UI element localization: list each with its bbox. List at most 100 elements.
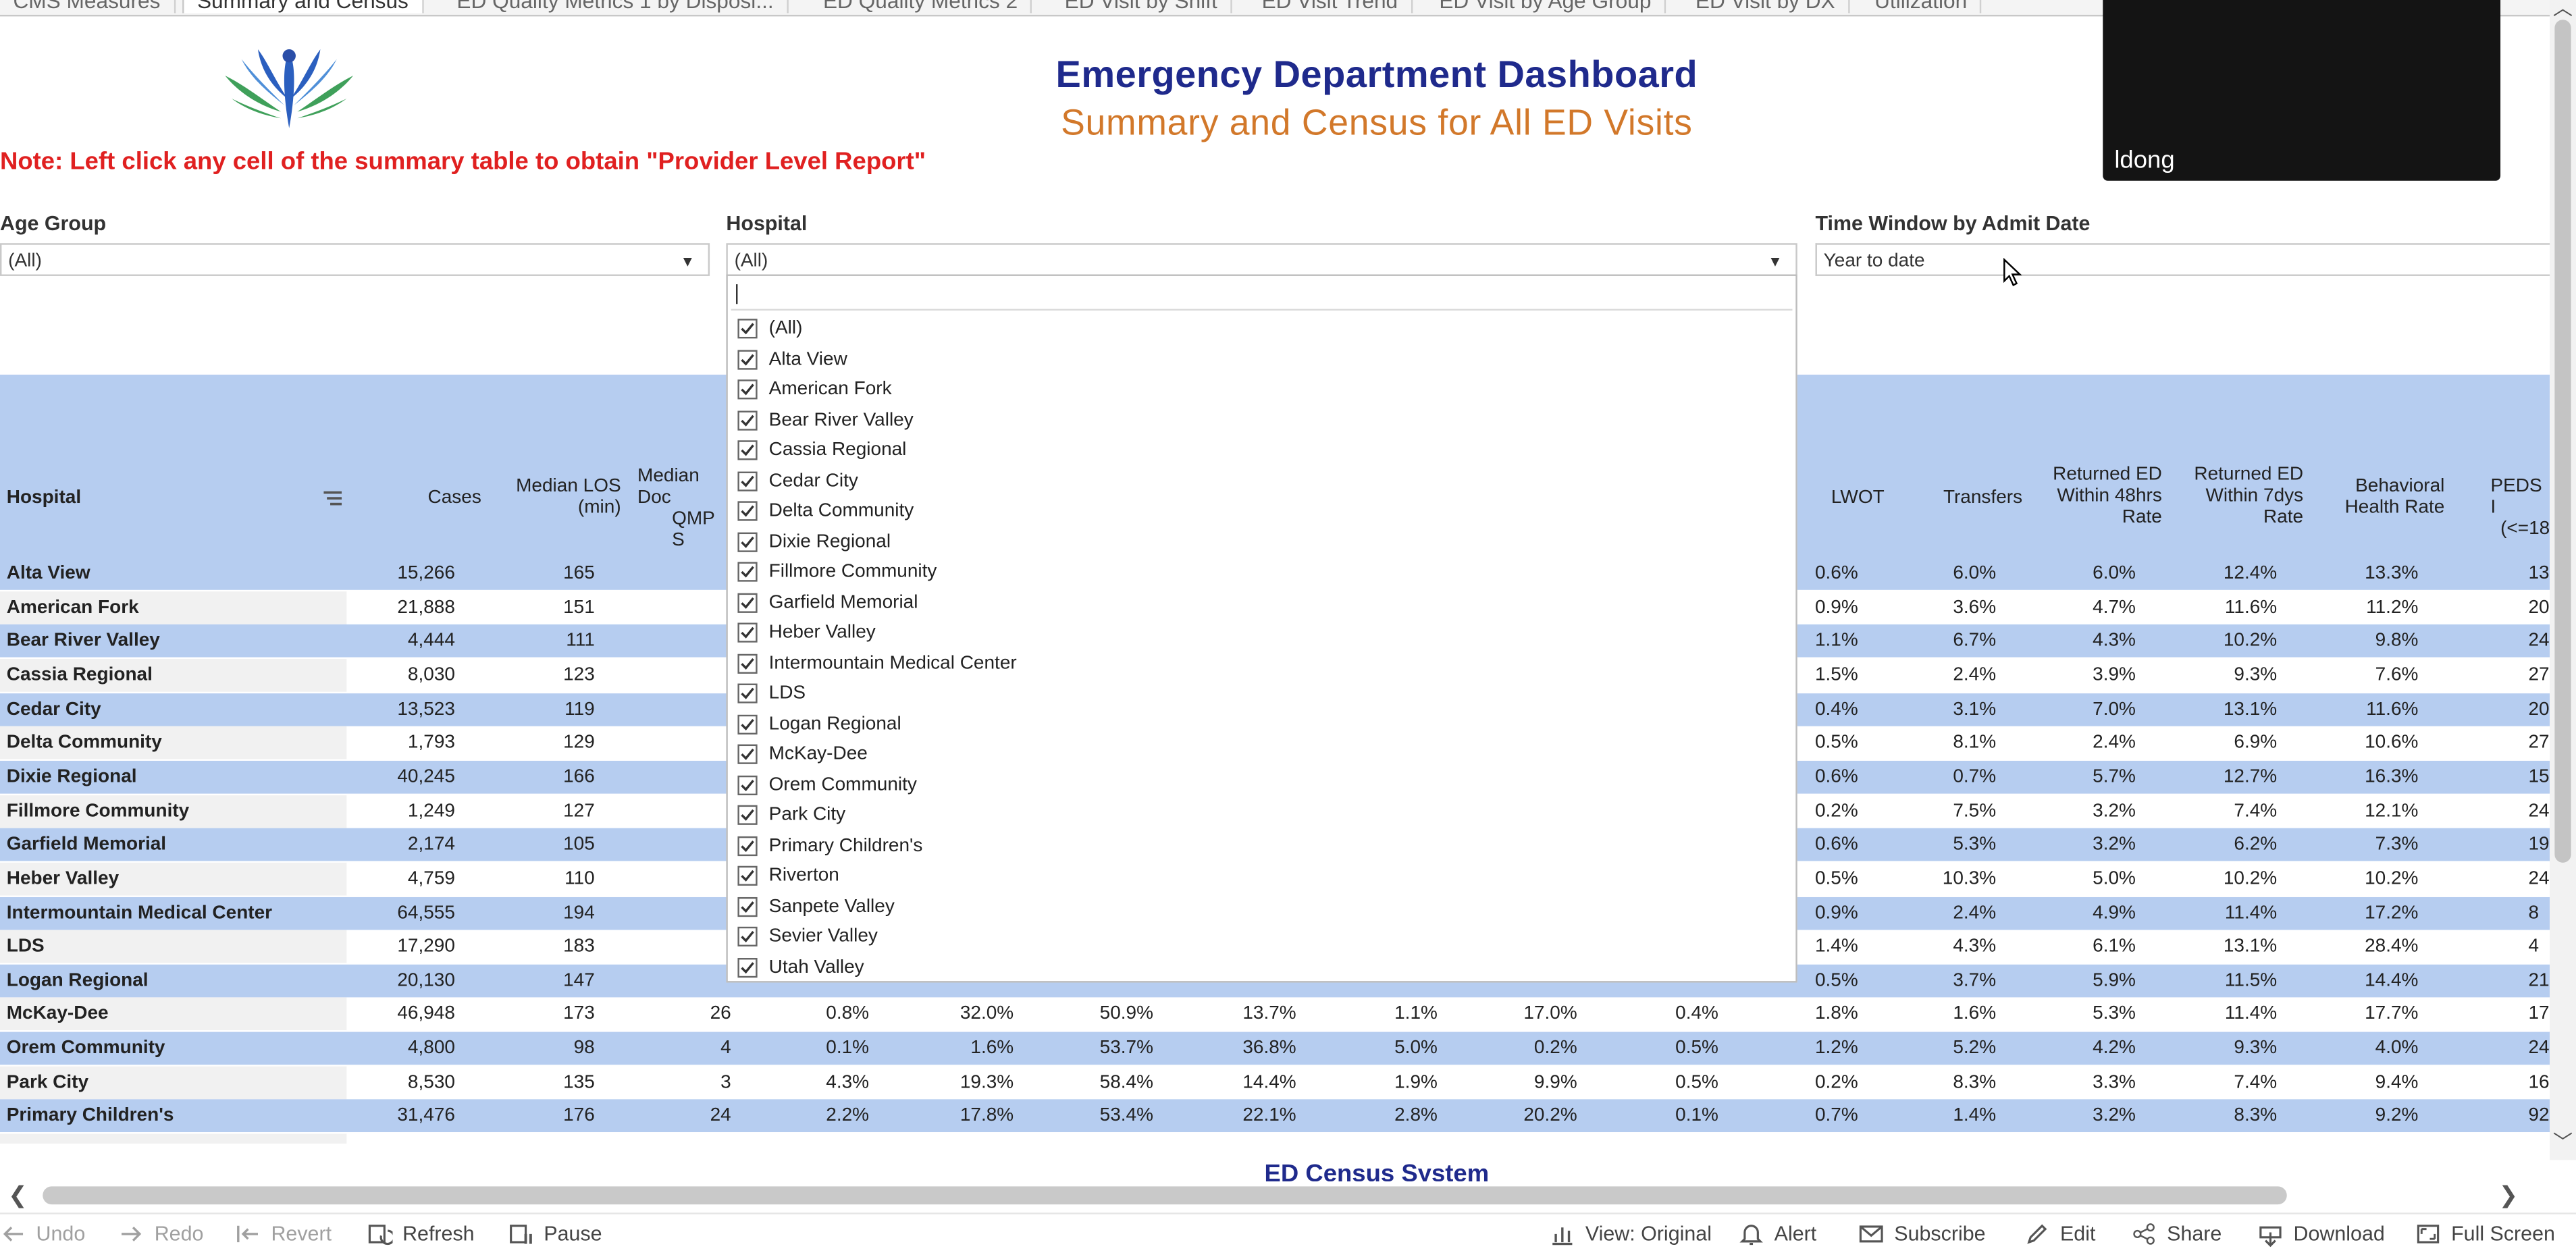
table-cell-cases[interactable]: 8,530 (407, 1072, 455, 1092)
dropdown-option[interactable]: Bear River Valley (735, 408, 1786, 435)
table-cell-r7[interactable]: 6.9% (2234, 733, 2278, 753)
table-cell-r48[interactable]: 3.2% (2093, 1106, 2136, 1127)
hospital-cell[interactable]: Heber Valley (0, 862, 347, 896)
table-cell-peds[interactable]: 20 (2528, 699, 2550, 720)
hospital-cell[interactable]: Bear River Valley (0, 625, 346, 658)
scroll-up-icon[interactable]: ︿ (2552, 0, 2573, 20)
dropdown-option[interactable]: Alta View (735, 348, 1786, 374)
checkbox[interactable] (737, 379, 758, 400)
table-cell-los[interactable]: 183 (563, 936, 595, 957)
table-cell-r48[interactable]: 6.1% (2093, 936, 2136, 957)
table-cell-peds[interactable]: 17 (2528, 1005, 2550, 1025)
table-cell-los[interactable]: 119 (564, 699, 595, 720)
checkbox[interactable] (737, 562, 758, 582)
checkbox[interactable] (737, 349, 758, 369)
table-cell-los[interactable]: 166 (563, 767, 595, 787)
vertical-scroll-thumb[interactable] (2554, 20, 2571, 863)
table-cell-transfers[interactable]: 3.6% (1953, 597, 1997, 618)
scroll-left-icon[interactable]: ❮ (8, 1181, 28, 1208)
table-cell-transfers[interactable]: 1.6% (1953, 1005, 1997, 1025)
table-cell-c9[interactable]: 1.9% (1394, 1072, 1438, 1092)
table-cell-lwot[interactable]: 0.4% (1814, 699, 1858, 720)
hospital-filter[interactable]: (All) ▼ (726, 243, 1797, 276)
table-cell-r7[interactable]: 13.1% (2223, 936, 2278, 957)
col-header-returned-48hrs[interactable]: Returned ED Within 48hrs Rate (2053, 465, 2162, 529)
table-cell-doc[interactable]: 4 (720, 1038, 731, 1059)
table-cell-cases[interactable]: 2,174 (407, 834, 455, 855)
table-cell-bh[interactable]: 4.0% (2375, 1038, 2419, 1059)
table-cell-cases[interactable]: 31,476 (397, 1106, 455, 1127)
dropdown-option[interactable]: Orem Community (735, 773, 1786, 799)
col-header-hospital[interactable]: Hospital (6, 487, 82, 508)
table-cell-c6[interactable]: 19.3% (960, 1072, 1014, 1092)
table-cell-c6[interactable]: 17.8% (960, 1106, 1014, 1127)
table-cell-r7[interactable]: 12.7% (2223, 767, 2278, 787)
table-cell-bh[interactable]: 11.6% (2366, 699, 2419, 720)
checkbox[interactable] (737, 471, 758, 491)
tab-ed-quality-metrics-2[interactable]: ED Quality Metrics 2 (810, 0, 1033, 14)
table-cell-peds[interactable]: 19 (2528, 834, 2550, 855)
table-cell-peds[interactable]: 24 (2528, 1038, 2550, 1059)
table-cell-c10[interactable]: 9.9% (1533, 1072, 1577, 1092)
sort-icon[interactable] (323, 489, 342, 508)
table-cell-lwot[interactable]: 0.2% (1814, 1072, 1858, 1092)
table-cell-doc[interactable]: 3 (720, 1072, 731, 1092)
checkbox[interactable] (737, 410, 758, 430)
participant-video-tile[interactable]: ldong (2103, 0, 2501, 181)
table-cell-c8[interactable]: 13.7% (1242, 1005, 1296, 1025)
table-cell-c11[interactable]: 0.5% (1675, 1072, 1718, 1092)
revert-button[interactable]: Revert (235, 1221, 332, 1247)
table-cell-c8[interactable]: 14.4% (1242, 1072, 1296, 1092)
table-cell-c6[interactable]: 32.0% (960, 1005, 1014, 1025)
col-header-lwot[interactable]: LWOT (1831, 487, 1885, 508)
checkbox[interactable] (737, 683, 758, 703)
tab-utilization[interactable]: Utilization (1862, 0, 1982, 14)
table-cell-transfers[interactable]: 5.3% (1953, 834, 1997, 855)
table-cell-bh[interactable]: 28.4% (2365, 936, 2419, 957)
table-cell-los[interactable]: 127 (563, 801, 595, 821)
checkbox[interactable] (737, 531, 758, 552)
table-cell-los[interactable]: 129 (563, 733, 595, 753)
table-cell-cases[interactable]: 4,444 (407, 631, 455, 651)
table-cell-r7[interactable]: 13.1% (2223, 699, 2278, 720)
dropdown-option[interactable]: Garfield Memorial (735, 591, 1786, 617)
checkbox[interactable] (737, 319, 758, 339)
table-cell-los[interactable]: 194 (563, 903, 595, 923)
table-cell-transfers[interactable]: 0.7% (1953, 767, 1997, 787)
table-cell-peds[interactable]: 20 (2528, 597, 2550, 618)
table-cell-c8[interactable]: 36.8% (1242, 1038, 1296, 1059)
dropdown-option[interactable]: (All) (735, 317, 1786, 344)
dropdown-option[interactable]: Cassia Regional (735, 439, 1786, 465)
table-cell-bh[interactable]: 9.4% (2375, 1072, 2419, 1092)
fullscreen-button[interactable]: Full Screen (2415, 1221, 2555, 1247)
table-cell-lwot[interactable]: 0.5% (1814, 970, 1858, 991)
table-cell-cases[interactable]: 1,793 (407, 733, 455, 753)
table-cell-c7[interactable]: 58.4% (1099, 1072, 1153, 1092)
table-cell-cases[interactable]: 17,290 (397, 936, 455, 957)
col-header-behavioral-health[interactable]: Behavioral Health Rate (2345, 477, 2445, 519)
table-cell-transfers[interactable]: 3.1% (1953, 699, 1997, 720)
table-cell-transfers[interactable]: 1.4% (1953, 1106, 1997, 1127)
table-cell-r48[interactable]: 3.2% (2093, 834, 2136, 855)
dropdown-option[interactable]: Delta Community (735, 500, 1786, 526)
table-cell-bh[interactable]: 9.8% (2375, 631, 2419, 651)
dropdown-option[interactable]: Riverton (735, 864, 1786, 890)
checkbox[interactable] (737, 592, 758, 612)
dropdown-option[interactable]: Fillmore Community (735, 560, 1786, 587)
subscribe-button[interactable]: Subscribe (1858, 1221, 1986, 1247)
col-header-median-los[interactable]: Median LOS (min) (516, 477, 621, 519)
dropdown-option[interactable]: Intermountain Medical Center (735, 651, 1786, 678)
table-cell-r7[interactable]: 6.2% (2234, 834, 2278, 855)
table-cell-lwot[interactable]: 0.5% (1814, 869, 1858, 889)
table-cell-c9[interactable]: 5.0% (1394, 1038, 1438, 1059)
table-cell-r48[interactable]: 3.9% (2093, 665, 2136, 685)
table-cell-c5[interactable]: 2.2% (826, 1106, 870, 1127)
table-cell-cases[interactable]: 1,249 (407, 801, 455, 821)
table-cell-peds[interactable]: 24 (2528, 631, 2550, 651)
table-cell-lwot[interactable]: 1.5% (1814, 665, 1858, 685)
table-cell-transfers[interactable]: 2.4% (1953, 665, 1997, 685)
table-cell-lwot[interactable]: 1.4% (1814, 936, 1858, 957)
table-cell-c7[interactable]: 53.7% (1099, 1038, 1153, 1059)
table-row[interactable]: Park City 8,530 135 3 4.3% 19.3% 58.4% 14.4% 1.9… (0, 1066, 2550, 1099)
hospital-cell[interactable]: Delta Community (0, 726, 347, 760)
